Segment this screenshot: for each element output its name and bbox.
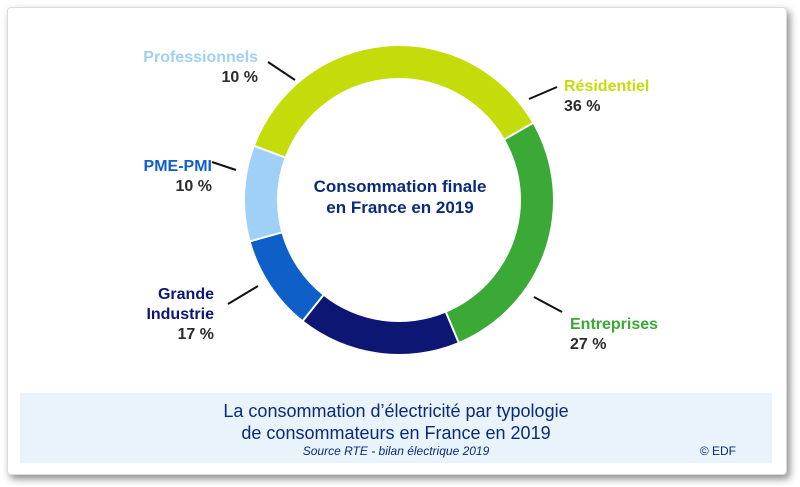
center-title-line-1: Consommation finale [313,177,487,196]
leader-line-grande-industrie [227,285,259,305]
donut-slice-professionnels [244,146,285,242]
donut-slice-residentiel [254,46,533,158]
donut-center-title: Consommation finale en France en 2019 [280,176,520,218]
slice-separator [444,311,460,344]
donut-slice-pme-pmi [250,232,324,321]
slice-separator [503,121,534,141]
slice-label-residentiel-name: Résidentiel [564,78,650,95]
slice-label-professionnels-pct: 10 % [221,69,258,86]
slice-label-entreprises-name: Entreprises [570,316,659,333]
slice-label-grande-industrie-line2: Industrie [146,306,214,323]
slice-label-entreprises-pct: 27 % [570,336,607,353]
leader-line-pme-pmi [211,161,237,171]
slice-separator [249,231,283,243]
slice-label-pme-pmi-name: PME-PMI [143,158,212,175]
slice-label-entreprises: Entreprises 27 % [570,315,658,355]
slice-label-grande-industrie: Grande Industrie 17 % [110,285,214,345]
caption-title: La consommation d’électricité par typolo… [20,400,772,444]
slice-separator [253,144,287,159]
slice-label-grande-industrie-pct: 17 % [177,326,214,343]
caption-source: Source RTE - bilan électrique 2019 [302,444,490,458]
donut-slice-entreprises [446,123,553,343]
slice-label-residentiel: Résidentiel 36 % [564,77,649,117]
center-title-line-2: en France en 2019 [326,198,474,217]
slice-label-pme-pmi-pct: 10 % [175,178,212,195]
slice-label-professionnels: Professionnels 10 % [90,48,258,88]
copyright-notice: © EDF [699,444,736,458]
slice-label-grande-industrie-line1: Grande [157,286,214,303]
leader-line-professionnels [267,61,296,81]
slice-label-professionnels-name: Professionnels [143,49,258,66]
caption-title-line-2: de consommateurs en France en 2019 [241,423,551,443]
slice-label-pme-pmi: PME-PMI 10 % [100,157,212,197]
leader-line-entreprises [533,296,563,313]
caption-title-line-1: La consommation d’électricité par typolo… [223,401,569,421]
slice-label-residentiel-pct: 36 % [564,98,601,115]
donut-slice-grande-industrie [303,295,459,354]
leader-line-residentiel [528,86,558,100]
slice-separator [301,294,325,322]
caption-box: La consommation d’électricité par typolo… [20,393,772,463]
